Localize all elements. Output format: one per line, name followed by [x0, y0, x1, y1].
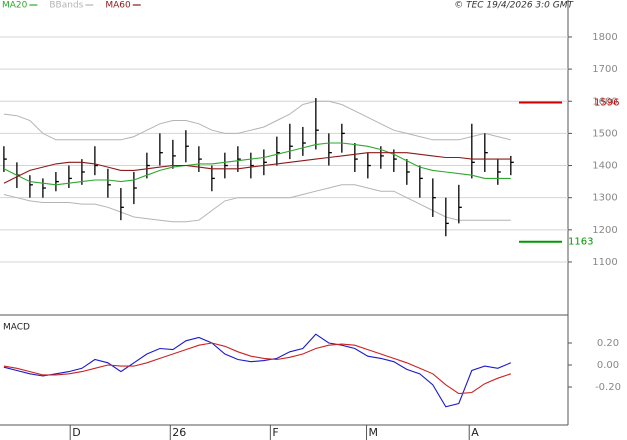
y-tick-label: 1100 [592, 257, 617, 268]
panel-title: MACD [3, 323, 30, 333]
x-tick-label: A [471, 426, 479, 439]
band-lower [3, 184, 511, 223]
x-tick-label: D [72, 426, 80, 439]
ma-line [3, 152, 511, 184]
legend-label: MA60 [105, 1, 131, 11]
ma-line [3, 142, 511, 186]
y-tick-label: 1400 [592, 161, 617, 172]
band-upper [3, 100, 511, 141]
y-tick-label: 1700 [592, 64, 617, 75]
y-tick-label: 1300 [592, 193, 617, 204]
level-label: 1163 [568, 237, 593, 248]
y-tick-label: 1200 [592, 225, 617, 236]
x-tick-label: M [369, 426, 379, 439]
macd-line [3, 342, 511, 395]
x-tick-label: F [272, 426, 278, 439]
macd-line [3, 333, 512, 408]
x-tick-label: 26 [172, 426, 186, 439]
y-tick-label: 0.00 [597, 360, 619, 371]
y-tick-label: 0.20 [597, 338, 619, 349]
legend-label: MA20 [2, 1, 28, 11]
y-tick-label: -0.20 [595, 382, 621, 393]
source: © TEC 19/4/2026 3:0 GMT [454, 1, 574, 11]
y-tick-label: 1800 [592, 32, 617, 43]
y-tick-label: 1500 [592, 128, 617, 139]
level-label: 1596 [594, 98, 619, 109]
legend-label: BBands [49, 1, 83, 11]
y-tick-label: 1600 [592, 96, 617, 107]
legend: MA20 BBands MA60 [2, 1, 141, 11]
